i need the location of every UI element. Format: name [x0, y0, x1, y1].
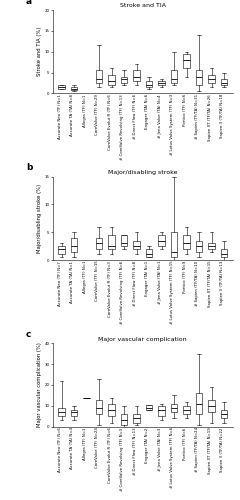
PathPatch shape — [208, 400, 215, 412]
PathPatch shape — [221, 79, 228, 85]
PathPatch shape — [171, 70, 178, 83]
PathPatch shape — [108, 404, 115, 416]
PathPatch shape — [183, 235, 190, 249]
PathPatch shape — [183, 54, 190, 68]
PathPatch shape — [221, 410, 228, 418]
Text: b: b — [26, 164, 32, 172]
PathPatch shape — [158, 235, 165, 246]
PathPatch shape — [196, 70, 203, 85]
PathPatch shape — [146, 405, 152, 410]
PathPatch shape — [146, 249, 152, 257]
PathPatch shape — [58, 85, 65, 89]
Title: Stroke and TIA: Stroke and TIA — [120, 3, 166, 8]
Y-axis label: Stroke and TIA (%): Stroke and TIA (%) — [36, 27, 42, 76]
PathPatch shape — [146, 81, 152, 87]
PathPatch shape — [71, 238, 78, 252]
PathPatch shape — [58, 246, 65, 254]
PathPatch shape — [121, 235, 127, 246]
PathPatch shape — [208, 244, 215, 249]
PathPatch shape — [58, 408, 65, 416]
PathPatch shape — [196, 240, 203, 252]
PathPatch shape — [121, 76, 127, 83]
Y-axis label: Major vascular complication (%): Major vascular complication (%) — [36, 342, 42, 428]
PathPatch shape — [133, 240, 140, 249]
PathPatch shape — [133, 414, 140, 422]
PathPatch shape — [133, 70, 140, 81]
PathPatch shape — [208, 74, 215, 83]
PathPatch shape — [96, 70, 102, 83]
Title: Major/disabling stroke: Major/disabling stroke — [108, 170, 178, 175]
Title: Major vascular complication: Major vascular complication — [98, 336, 187, 342]
PathPatch shape — [183, 406, 190, 414]
PathPatch shape — [108, 235, 115, 249]
PathPatch shape — [121, 414, 127, 424]
PathPatch shape — [96, 400, 102, 414]
Text: a: a — [26, 0, 32, 6]
PathPatch shape — [71, 410, 78, 416]
PathPatch shape — [108, 74, 115, 85]
PathPatch shape — [96, 238, 102, 249]
Y-axis label: Major/disabling stroke (%): Major/disabling stroke (%) — [36, 184, 42, 253]
PathPatch shape — [158, 406, 165, 416]
PathPatch shape — [158, 81, 165, 85]
Text: c: c — [26, 330, 31, 339]
PathPatch shape — [71, 87, 78, 90]
PathPatch shape — [171, 404, 178, 412]
PathPatch shape — [221, 249, 228, 257]
PathPatch shape — [171, 232, 178, 257]
PathPatch shape — [196, 394, 203, 414]
